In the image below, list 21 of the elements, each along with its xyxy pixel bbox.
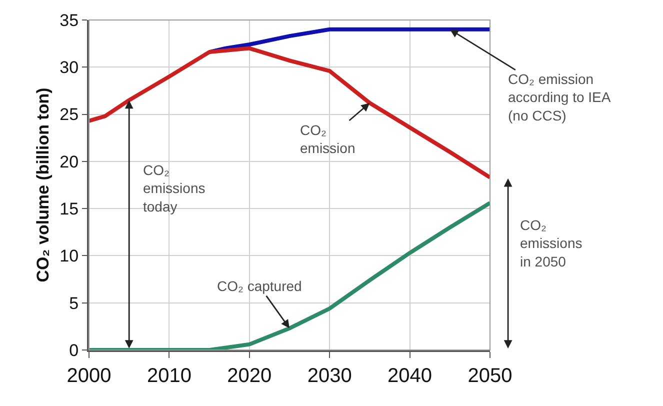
- y-tick-label: 15: [60, 200, 79, 219]
- y-tick-label: 30: [60, 58, 79, 78]
- annotation: CO₂ emission according to IEA (no CCS): [508, 71, 612, 124]
- x-tick-label: 2030: [307, 365, 352, 387]
- x-tick-label: 2010: [146, 365, 192, 387]
- x-tick-label: 2040: [388, 365, 432, 387]
- annotation: CO₂ emission: [300, 122, 356, 156]
- y-tick-label: 10: [60, 246, 79, 266]
- y-axis-title: CO₂ volume (billion ton): [34, 88, 53, 282]
- annotation: CO₂ emissions today: [143, 162, 206, 214]
- annotation: CO₂ captured: [217, 278, 302, 294]
- x-tick-label: 2050: [468, 365, 512, 387]
- y-tick-label: 5: [69, 294, 79, 313]
- x-tick-label: 2000: [66, 365, 112, 387]
- y-tick-label: 0: [69, 340, 79, 360]
- x-tick-label: 2020: [227, 365, 272, 387]
- line-series: [89, 46, 490, 180]
- y-tick-label: 35: [60, 10, 79, 30]
- y-tick-label: 25: [60, 105, 79, 124]
- text: CO₂ emissions in 2050: [520, 217, 582, 270]
- y-tick-label: 20: [60, 152, 79, 172]
